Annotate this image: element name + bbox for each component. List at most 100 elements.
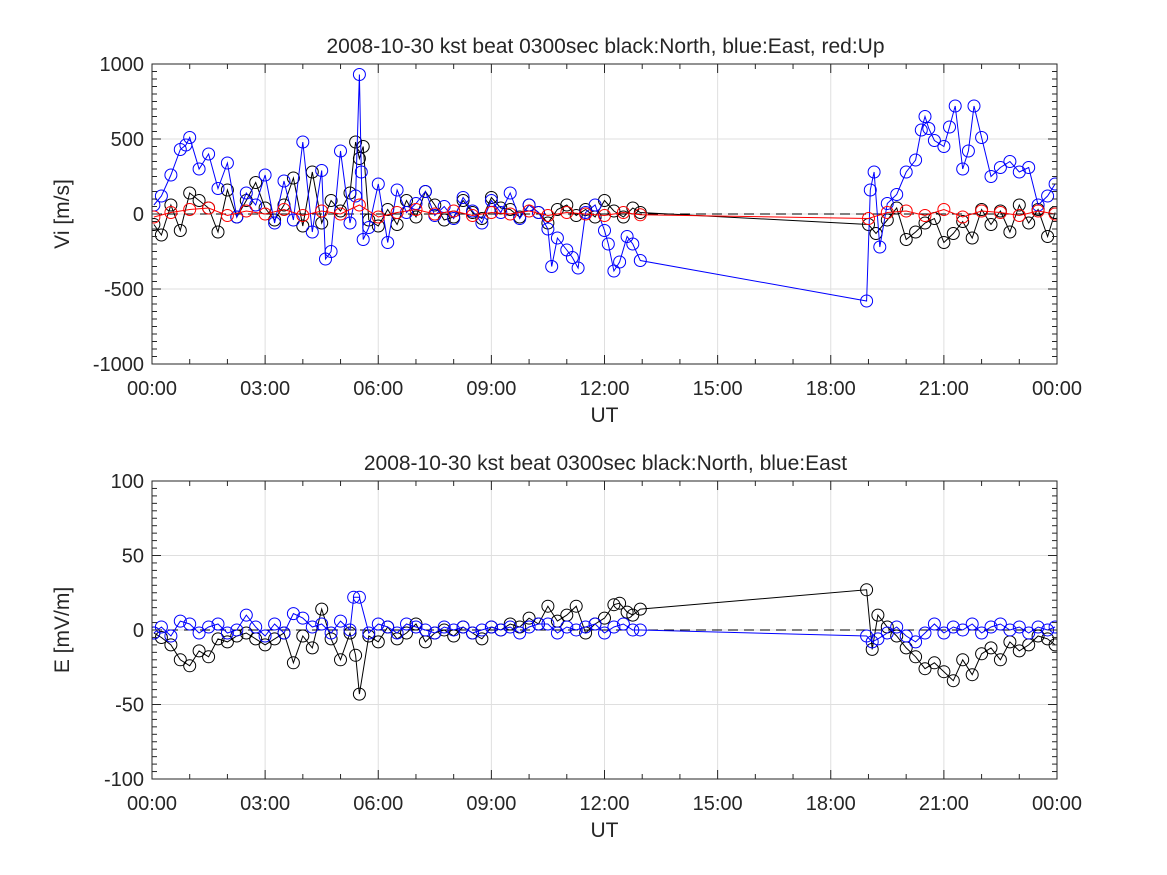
panel2-series-east-point xyxy=(362,626,376,640)
panel1-series-east-point xyxy=(1022,161,1036,174)
panel1-x-tick-label: 00:00 xyxy=(127,378,177,400)
panel1-series-north-point xyxy=(173,224,187,237)
panel1-series-north-point xyxy=(984,218,998,231)
panel2-series-east-point xyxy=(616,617,630,631)
panel1-series-up-point xyxy=(428,207,442,221)
panel1-series-up-point xyxy=(390,206,404,219)
panel1-series-east-point xyxy=(860,294,874,308)
panel1-x-tick-label: 09:00 xyxy=(466,378,516,400)
panel2-series-east-point xyxy=(418,623,432,637)
panel1-x-tick-label: 21:00 xyxy=(919,378,969,400)
panel1-series-up-point xyxy=(183,203,197,216)
panel1-x-axis-label: UT xyxy=(591,404,619,427)
panel1-series-east-point xyxy=(192,162,206,176)
panel1-series-east-point xyxy=(909,153,923,167)
panel2-y-tick-label: -100 xyxy=(104,769,144,791)
panel2-series-east-point xyxy=(909,635,923,649)
panel1-y-tick-label: 1000 xyxy=(100,54,145,76)
panel2-x-tick-label: 00:00 xyxy=(127,793,177,815)
panel2-series-north-point xyxy=(437,623,451,637)
panel1-series-north-point xyxy=(352,152,366,165)
panel2-series-north-point xyxy=(211,632,225,646)
panel2-series-north-point xyxy=(334,653,347,667)
panel1-series-east-point xyxy=(371,177,385,191)
panel2-series-east-point xyxy=(1048,620,1057,634)
panel1-series-north-point xyxy=(484,191,498,204)
panel2-x-tick-label: 21:00 xyxy=(919,793,969,815)
panel1-series-up-point xyxy=(937,203,951,216)
panel2-series-east-point xyxy=(381,620,395,634)
panel1-title: 2008-10-30 kst beat 0300sec black:North,… xyxy=(327,35,885,58)
panel2-series-north-point xyxy=(164,638,178,652)
panel1-series-north-point xyxy=(183,186,197,200)
panel1-series-north-point xyxy=(192,194,206,207)
panel2-series-north-point xyxy=(173,653,187,667)
panel1-series-east-point xyxy=(890,188,904,201)
panel1-series-north-line xyxy=(153,141,1056,244)
panel2-series-north-point xyxy=(965,668,979,682)
panel1-series-east-point xyxy=(880,197,894,210)
panel1-series-east-point xyxy=(1048,177,1057,191)
panel1-series-north-point xyxy=(211,225,225,239)
panel1-series-up-point xyxy=(862,212,875,225)
panel2-series-east-point xyxy=(937,626,951,640)
panel1-series-east-point xyxy=(598,224,611,237)
panel1-series-east-point xyxy=(943,120,956,134)
panel2-series-east-point xyxy=(541,617,555,631)
panel1-series-north-point xyxy=(456,194,470,207)
panel2-series-east-point xyxy=(173,614,187,628)
panel2-series-east-point xyxy=(1031,620,1045,634)
panel2-series-east-point xyxy=(532,617,545,631)
panel1-series-north-point xyxy=(569,209,583,222)
panel1-series-east-point xyxy=(633,254,647,267)
panel2-series-east-point xyxy=(484,620,498,634)
panel1-x-tick-label: 12:00 xyxy=(579,378,629,400)
panel1-series-up-point xyxy=(334,207,347,221)
panel2-series-north-point xyxy=(541,599,555,613)
panel2-series-north-point xyxy=(192,644,206,658)
panel2-series-east-point xyxy=(183,617,197,631)
panel1-series-east-point xyxy=(937,140,951,153)
panel1-series-north-point xyxy=(249,176,263,189)
panel1-series-up-point xyxy=(315,204,329,218)
panel1-series-north-point xyxy=(1003,225,1017,239)
panel1-series-north-point xyxy=(324,194,338,207)
panel1-y-axis-label: Vi [m/s] xyxy=(51,179,74,249)
panel2-series-north-point xyxy=(993,653,1007,667)
panel2-series-north-point xyxy=(633,602,647,616)
panel2-series-north-point xyxy=(503,617,517,631)
panel1-series-up-point xyxy=(239,204,253,218)
panel1-series-up-point xyxy=(975,204,989,218)
panel2-series-east-point xyxy=(513,626,527,640)
panel1-series-east-point xyxy=(211,182,225,195)
panel1-series-north-point xyxy=(965,231,979,245)
panel2-series-east-point xyxy=(296,611,310,625)
panel1-series-east-point xyxy=(914,123,928,137)
panel1-series-up-point xyxy=(447,204,461,218)
panel2-x-tick-label: 12:00 xyxy=(579,793,629,815)
panel1-series-up-point xyxy=(616,206,630,219)
panel1-series-up-point xyxy=(560,206,574,219)
panel2-series-east-point xyxy=(956,623,970,637)
panel1-series-east-point xyxy=(179,138,193,152)
panel1-series-east-point xyxy=(993,161,1007,174)
panel1-series-east-point xyxy=(922,122,936,135)
panel2-title: 2008-10-30 kst beat 0300sec black:North,… xyxy=(364,452,847,475)
panel2-series-north-point xyxy=(937,665,951,679)
panel1-x-tick-label: 06:00 xyxy=(353,378,403,400)
panel1-series-up-point xyxy=(152,210,161,224)
panel2-series-north-point xyxy=(569,599,583,613)
panel1-series-east-point xyxy=(975,131,989,144)
panel2-series-north-point xyxy=(183,659,197,673)
panel1-series-east-point xyxy=(503,186,517,200)
panel2-series-east-point xyxy=(230,623,244,637)
panel2-series-east-point xyxy=(633,623,647,637)
panel1-series-east-point xyxy=(550,231,564,245)
panel1-series-east-point xyxy=(532,206,545,219)
panel1-series-up-point xyxy=(352,198,366,212)
panel1-x-tick-label: 15:00 xyxy=(693,378,743,400)
panel1-series-east-point xyxy=(349,189,363,203)
panel1-series-east-point xyxy=(475,216,489,230)
panel1-series-up-point xyxy=(956,210,970,224)
